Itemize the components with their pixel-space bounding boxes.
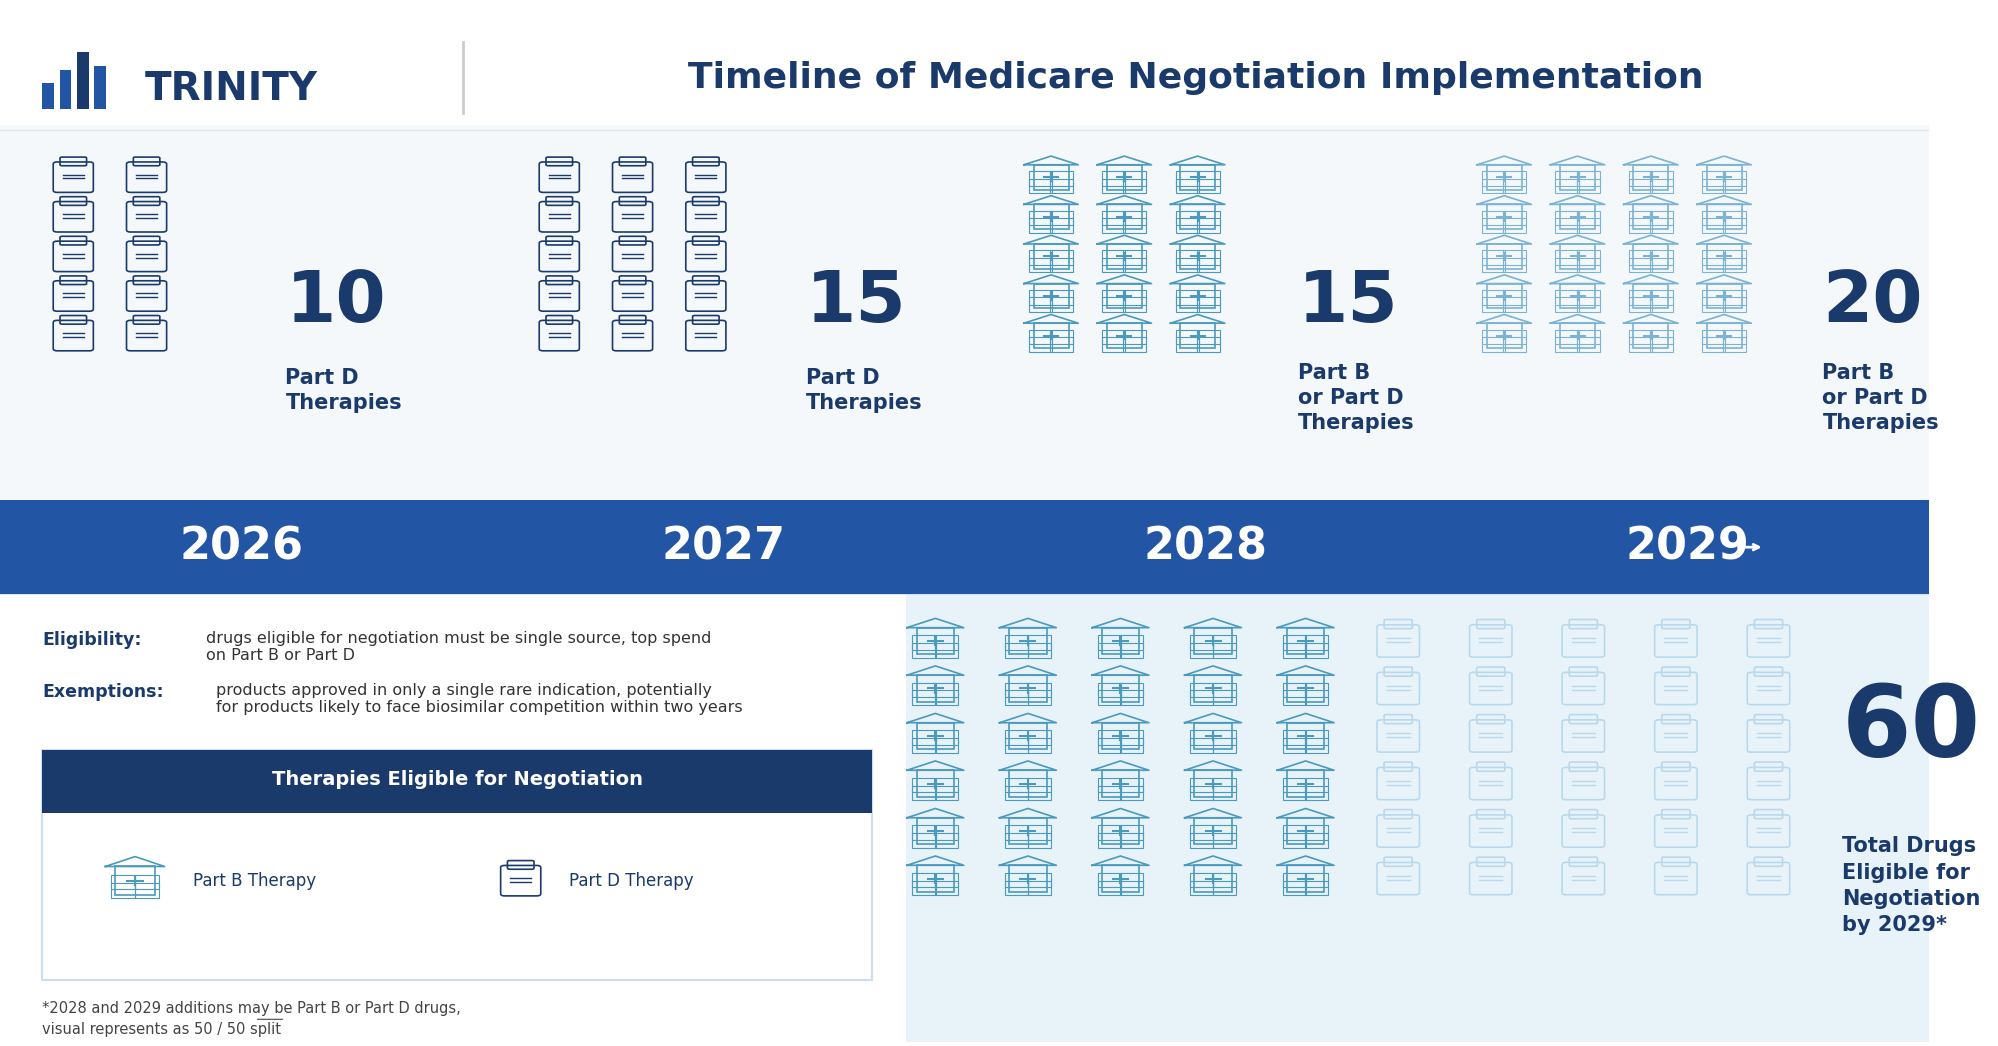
Text: drugs eligible for negotiation must be single source, top spend
on Part B or Par: drugs eligible for negotiation must be s… [206,631,711,663]
Text: 2029: 2029 [1626,526,1750,569]
Text: *2028 and 2029 additions may be Part B or Part D drugs,
visual represents as 50 : *2028 and 2029 additions may be Part B o… [42,1001,462,1037]
FancyBboxPatch shape [0,594,1928,1042]
Text: Total Drugs
Eligible for
Negotiation
by 2029*: Total Drugs Eligible for Negotiation by … [1842,837,1980,935]
Text: 60: 60 [1842,681,1980,778]
Text: Eligibility:: Eligibility: [42,631,142,649]
FancyBboxPatch shape [0,500,1928,594]
Bar [60,70,72,110]
Text: Part B
or Part D
Therapies: Part B or Part D Therapies [1822,363,1940,433]
Text: products approved in only a single rare indication, potentially
for products lik: products approved in only a single rare … [216,683,743,715]
Text: 2028: 2028 [1143,526,1267,569]
Text: 2027: 2027 [661,526,785,569]
Text: TRINITY: TRINITY [144,70,318,108]
Text: Part D
Therapies: Part D Therapies [286,368,402,413]
FancyBboxPatch shape [0,0,1928,126]
FancyBboxPatch shape [907,594,1928,1042]
FancyBboxPatch shape [42,750,871,813]
FancyBboxPatch shape [42,750,871,980]
Text: Part D Therapy: Part D Therapy [569,871,693,890]
Text: Part D
Therapies: Part D Therapies [805,368,923,413]
Bar [42,84,54,110]
Bar [94,66,106,110]
Bar [78,52,88,110]
Text: 20: 20 [1822,268,1924,337]
Text: Part B
or Part D
Therapies: Part B or Part D Therapies [1299,363,1415,433]
Text: 2026: 2026 [180,526,304,569]
Text: 10: 10 [286,268,386,337]
Text: Part B Therapy: Part B Therapy [194,871,316,890]
Text: Exemptions:: Exemptions: [42,683,164,701]
Text: 15: 15 [805,268,907,337]
Text: 15: 15 [1299,268,1399,337]
Text: Therapies Eligible for Negotiation: Therapies Eligible for Negotiation [272,770,643,789]
Text: Timeline of Medicare Negotiation Implementation: Timeline of Medicare Negotiation Impleme… [687,61,1704,95]
FancyBboxPatch shape [0,126,1928,563]
